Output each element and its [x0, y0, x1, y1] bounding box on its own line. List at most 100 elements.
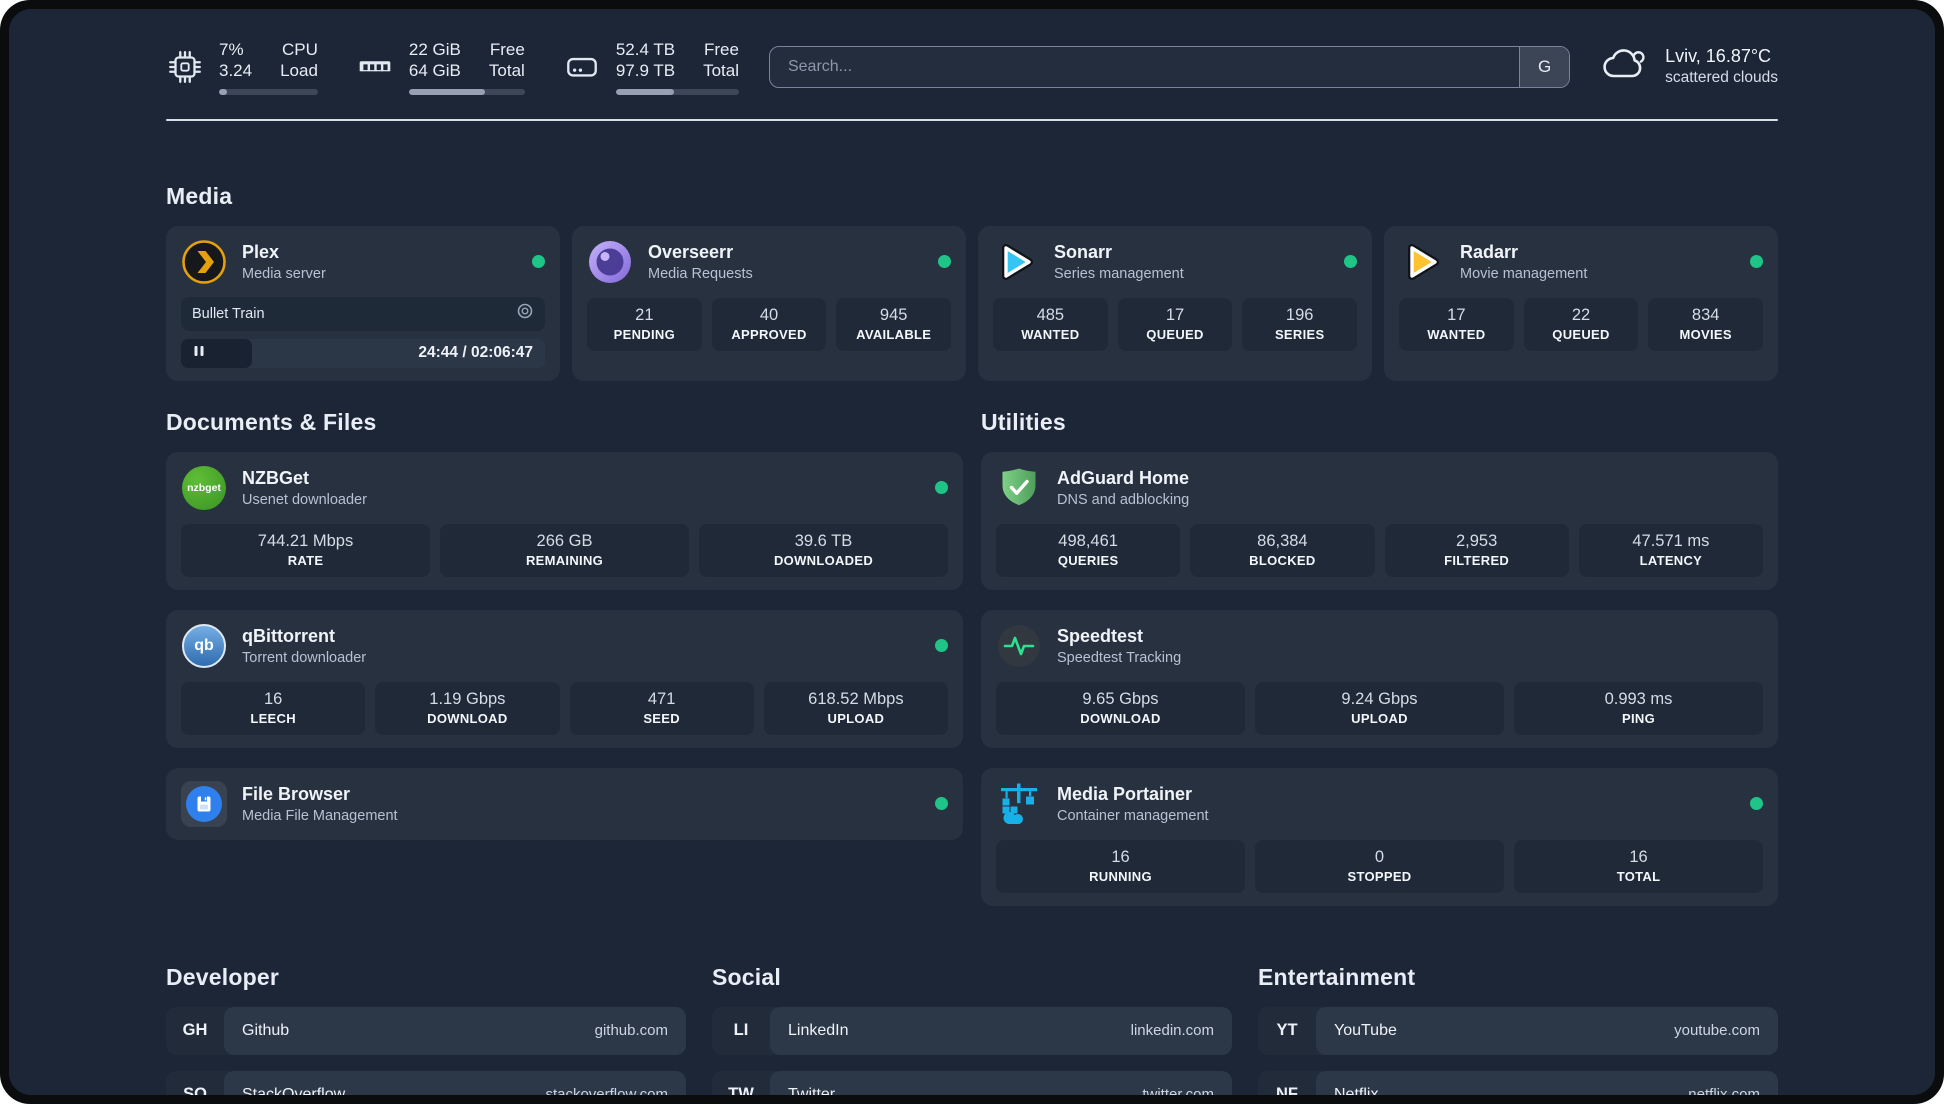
cpu-value-usage: 7% [219, 40, 244, 59]
status-dot-online [1344, 255, 1357, 268]
stat-tile: 196 SERIES [1242, 297, 1358, 351]
app-card-filebrowser[interactable]: File Browser Media File Management [166, 767, 963, 840]
section-media: Media Plex Media server [166, 183, 1778, 381]
weather-condition: scattered clouds [1665, 69, 1778, 87]
bookmark-stackoverflow[interactable]: SO StackOverflow stackoverflow.com [166, 1070, 686, 1095]
app-card-portainer[interactable]: Media Portainer Container management 16 … [981, 767, 1778, 906]
bookmark-url: netflix.com [1688, 1086, 1760, 1095]
app-card-radarr[interactable]: Radarr Movie management 17 WANTED 22 QUE… [1384, 225, 1778, 381]
app-subtitle: Media File Management [242, 807, 398, 824]
stat-tile: 834 MOVIES [1648, 297, 1764, 351]
cpu-label-load: Load [280, 61, 318, 81]
app-subtitle: Media server [242, 265, 326, 282]
stat-tile: 618.52 Mbps UPLOAD [763, 681, 948, 735]
status-dot-online [1750, 797, 1763, 810]
bookmark-name: LinkedIn [788, 1021, 849, 1039]
app-subtitle: Torrent downloader [242, 649, 367, 666]
stat-tile: 485 WANTED [993, 297, 1108, 351]
bookmark-url: linkedin.com [1130, 1022, 1214, 1039]
section-social: Social LI LinkedIn linkedin.com TW Twitt… [712, 964, 1232, 1095]
cpu-progress-track [219, 88, 318, 95]
plex-icon [181, 239, 227, 285]
bookmark-youtube[interactable]: YT YouTube youtube.com [1258, 1006, 1778, 1055]
app-card-speedtest[interactable]: Speedtest Speedtest Tracking 9.65 Gbps D… [981, 609, 1778, 748]
adguard-icon [996, 465, 1042, 511]
stat-label: TOTAL [1616, 868, 1661, 884]
stat-value: 498,461 [1058, 531, 1118, 550]
pause-icon[interactable] [192, 344, 206, 363]
search-engine-button[interactable]: G [1519, 46, 1570, 87]
app-title: Media Portainer [1057, 783, 1193, 804]
app-subtitle: DNS and adblocking [1057, 491, 1190, 508]
stat-tile: 945 AVAILABLE [836, 297, 952, 351]
bookmark-netflix[interactable]: NF Netflix netflix.com [1258, 1070, 1778, 1095]
app-title: AdGuard Home [1057, 467, 1190, 488]
disk-label-total: Total [703, 61, 739, 81]
stat-tile: 744.21 Mbps RATE [181, 523, 430, 577]
app-card-sonarr[interactable]: Sonarr Series management 485 WANTED 17 Q… [978, 225, 1372, 381]
portainer-icon [996, 781, 1042, 827]
bookmark-abbr: LI [733, 1021, 749, 1039]
disk-value-free: 52.4 TB [615, 40, 676, 59]
stat-label: DOWNLOADED [773, 552, 874, 568]
stat-tile: 1.19 Gbps DOWNLOAD [375, 681, 560, 735]
disk-icon [563, 48, 601, 86]
app-card-qbittorrent[interactable]: qb qBittorrent Torrent downloader 16 LEE… [166, 609, 963, 748]
session-icon[interactable] [516, 302, 534, 325]
memory-value-total: 64 GiB [408, 61, 461, 81]
stat-value: 22 [1571, 305, 1591, 324]
stat-label: DOWNLOAD [427, 710, 508, 726]
media-heading: Media [166, 182, 233, 209]
stat-value: 471 [647, 689, 676, 708]
speedtest-icon [996, 623, 1042, 669]
weather-widget: Lviv, 16.87°C scattered clouds [1600, 43, 1778, 90]
stat-value: 16 [1629, 847, 1648, 866]
app-subtitle: Usenet downloader [242, 491, 367, 508]
bookmark-github[interactable]: GH Github github.com [166, 1006, 686, 1055]
app-title: NZBGet [242, 467, 309, 488]
section-developer: Developer GH Github github.com SO StackO… [166, 963, 686, 1095]
stat-label: REMAINING [525, 552, 604, 568]
cpu-stat: 7% CPU 3.24 Load [166, 39, 318, 95]
app-card-overseerr[interactable]: Overseerr Media Requests 21 PENDING 40 A… [572, 225, 966, 381]
stat-tile: 21 PENDING [587, 297, 702, 351]
stat-value: 39.6 TB [794, 531, 853, 550]
stat-value: 21 [635, 305, 654, 324]
stat-tile: 16 LEECH [181, 681, 366, 735]
memory-stat: 22 GiB Free 64 GiB Total [356, 39, 525, 95]
stat-label: SEED [643, 710, 680, 726]
memory-progress-track [408, 88, 525, 95]
memory-progress-fill [408, 88, 486, 95]
app-card-plex[interactable]: Plex Media server Bullet Train [166, 225, 560, 381]
stat-label: LEECH [250, 710, 296, 726]
stat-tile: 266 GB REMAINING [440, 523, 689, 577]
developer-heading: Developer [166, 963, 280, 990]
stat-value: 2,953 [1455, 531, 1498, 550]
plex-progress-bar[interactable]: 24:44 / 02:06:47 [181, 338, 545, 368]
overseerr-icon [587, 239, 633, 285]
stat-label: STOPPED [1347, 868, 1412, 884]
stat-value: 0.993 ms [1604, 689, 1673, 708]
app-card-nzbget[interactable]: nzbget NZBGet Usenet downloader 744.21 M… [166, 451, 963, 590]
memory-label-free: Free [489, 40, 525, 59]
app-card-adguard[interactable]: AdGuard Home DNS and adblocking 498,461 … [981, 451, 1778, 590]
disk-value-total: 97.9 TB [615, 61, 676, 81]
status-dot-online [938, 255, 951, 268]
documents-heading: Documents & Files [166, 408, 377, 435]
bookmark-name: Github [242, 1021, 290, 1039]
bookmark-url: twitter.com [1142, 1086, 1214, 1095]
stat-value: 1.19 Gbps [429, 689, 506, 708]
bookmark-twitter[interactable]: TW Twitter twitter.com [712, 1070, 1232, 1095]
stat-label: PING [1622, 710, 1655, 726]
section-utilities: Utilities [981, 409, 1778, 906]
bookmark-url: youtube.com [1674, 1022, 1760, 1039]
filebrowser-icon [181, 780, 227, 827]
plex-progress-fill [181, 338, 252, 368]
status-dot-online [1750, 255, 1763, 268]
stat-tile: 498,461 QUERIES [996, 523, 1181, 577]
bookmark-linkedin[interactable]: LI LinkedIn linkedin.com [712, 1006, 1232, 1055]
stat-value: 40 [759, 305, 779, 324]
utilities-heading: Utilities [981, 408, 1066, 435]
search-input[interactable] [769, 46, 1520, 87]
